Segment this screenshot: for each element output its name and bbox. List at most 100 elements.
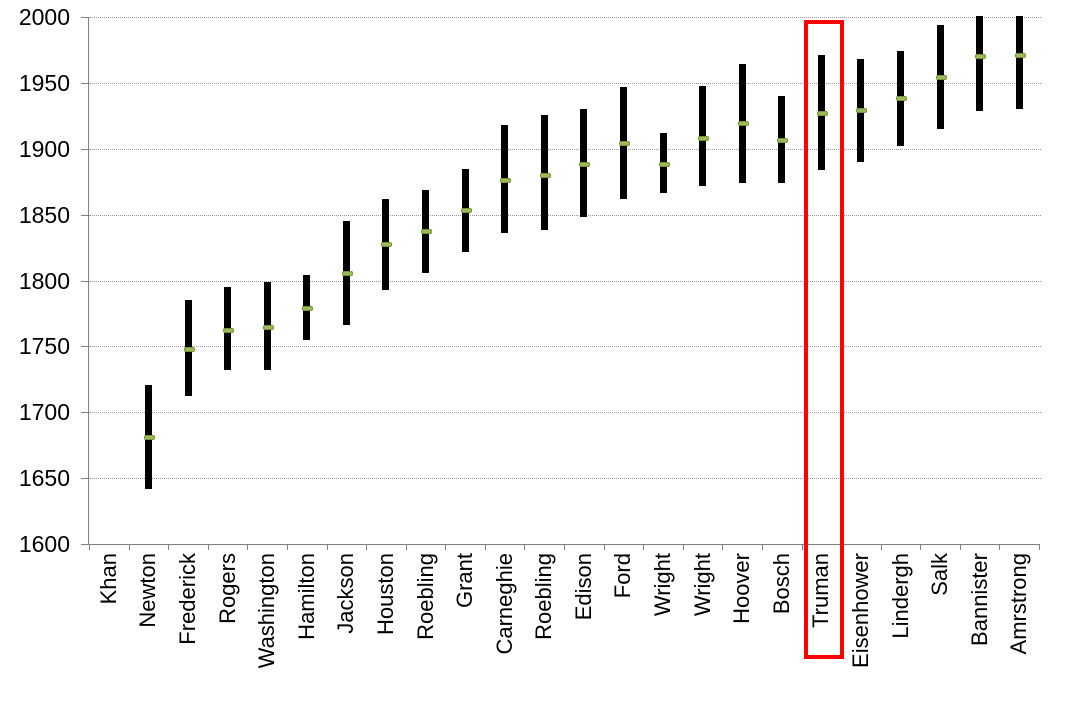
- x-axis-label: Grant: [452, 553, 477, 609]
- y-axis-label: 1650: [18, 465, 70, 492]
- y-gridline: [89, 478, 1041, 480]
- x-tick-mark: [207, 544, 209, 550]
- x-axis-label: Carneghie: [491, 553, 517, 655]
- x-tick-mark: [247, 544, 249, 550]
- y-gridline: [89, 148, 1041, 150]
- x-tick-mark: [722, 544, 724, 550]
- x-axis-label: Bosch: [768, 553, 794, 615]
- highlight-box: [804, 20, 845, 659]
- value-marker: [1014, 52, 1026, 58]
- x-axis-label: Newton: [135, 553, 161, 628]
- y-tick-mark: [81, 544, 88, 545]
- y-tick-mark: [81, 280, 88, 282]
- x-tick-mark: [405, 544, 407, 550]
- x-tick-mark: [999, 544, 1001, 550]
- x-axis-label: Amrstrong: [1006, 553, 1032, 655]
- y-tick-mark: [81, 346, 88, 348]
- x-axis-line: [88, 544, 1039, 545]
- x-tick-mark: [445, 544, 447, 550]
- x-axis-label: Houston: [372, 553, 398, 635]
- value-marker: [262, 325, 274, 331]
- x-axis-label: Frederick: [175, 553, 200, 645]
- x-axis-label: Ford: [610, 553, 636, 599]
- y-axis-label: 1750: [18, 333, 70, 360]
- x-tick-mark: [959, 544, 961, 550]
- x-tick-mark: [326, 544, 328, 550]
- x-tick-mark: [1039, 544, 1040, 550]
- x-tick-mark: [366, 544, 368, 550]
- y-axis-label: 1850: [18, 201, 70, 228]
- x-axis-label: Khan: [95, 553, 121, 605]
- value-marker: [143, 434, 155, 440]
- y-tick-mark: [81, 82, 88, 84]
- x-tick-mark: [920, 544, 922, 550]
- value-marker: [698, 135, 709, 141]
- x-axis-label: Washington: [254, 553, 280, 669]
- y-axis-label: 1800: [18, 267, 70, 294]
- value-marker: [816, 110, 828, 116]
- y-gridline: [89, 17, 1041, 18]
- value-marker: [935, 75, 947, 81]
- x-axis-label: Wright: [650, 553, 675, 617]
- x-tick-mark: [682, 544, 684, 550]
- y-gridline: [89, 412, 1041, 414]
- x-tick-mark: [168, 544, 170, 550]
- y-gridline: [89, 346, 1041, 348]
- value-marker: [183, 346, 195, 352]
- x-tick-mark: [564, 544, 565, 550]
- y-tick-mark: [81, 478, 88, 480]
- y-tick-mark: [81, 214, 88, 216]
- value-marker: [341, 271, 353, 277]
- x-axis-label: Jackson: [333, 553, 359, 634]
- x-tick-mark: [128, 544, 130, 550]
- value-marker: [500, 177, 512, 183]
- range-bar: [699, 85, 706, 186]
- range-bar: [1015, 15, 1023, 110]
- x-tick-mark: [286, 544, 288, 550]
- x-tick-mark: [801, 544, 803, 550]
- value-marker: [737, 121, 749, 127]
- x-tick-mark: [524, 544, 526, 550]
- range-bar: [540, 114, 548, 231]
- y-tick-mark: [81, 148, 88, 150]
- value-marker: [579, 162, 591, 168]
- x-tick-mark: [880, 544, 882, 550]
- x-tick-mark: [761, 544, 763, 550]
- value-marker: [658, 162, 670, 168]
- x-tick-mark: [603, 544, 605, 550]
- x-tick-mark: [484, 544, 486, 550]
- value-marker: [421, 229, 432, 235]
- value-marker: [896, 96, 907, 102]
- y-gridline: [89, 82, 1041, 84]
- x-tick-mark: [643, 544, 645, 550]
- x-axis-label: Hoover: [729, 553, 755, 624]
- y-axis-label: 1950: [18, 69, 70, 96]
- x-axis-label: Eisenhower: [847, 553, 873, 668]
- y-tick-mark: [81, 412, 88, 414]
- x-axis-label: Hamilton: [293, 553, 319, 640]
- x-axis-label: Lindergh: [887, 553, 913, 639]
- x-tick-mark: [89, 544, 90, 550]
- x-axis-label: Edison: [570, 553, 596, 621]
- y-axis-line: [88, 17, 89, 545]
- y-gridline: [89, 280, 1041, 282]
- x-axis-label: Wright: [689, 553, 715, 617]
- y-tick-mark: [81, 17, 88, 18]
- x-axis-label: Bannister: [966, 553, 992, 646]
- value-marker: [381, 242, 393, 248]
- value-marker: [975, 54, 987, 59]
- x-axis-label: Roebling: [531, 553, 557, 640]
- y-axis-label: 1700: [18, 399, 70, 426]
- value-marker: [777, 138, 789, 144]
- x-axis-label: Salk: [927, 553, 952, 596]
- value-marker: [460, 208, 472, 214]
- range-bar: [976, 15, 984, 111]
- value-marker: [856, 108, 868, 113]
- x-axis-label: Rogers: [214, 553, 240, 624]
- y-axis-label: 2000: [18, 4, 70, 30]
- value-marker: [302, 305, 314, 311]
- value-marker: [539, 172, 551, 178]
- x-axis-label: Roebling: [412, 553, 438, 640]
- y-axis-label: 1900: [18, 135, 70, 162]
